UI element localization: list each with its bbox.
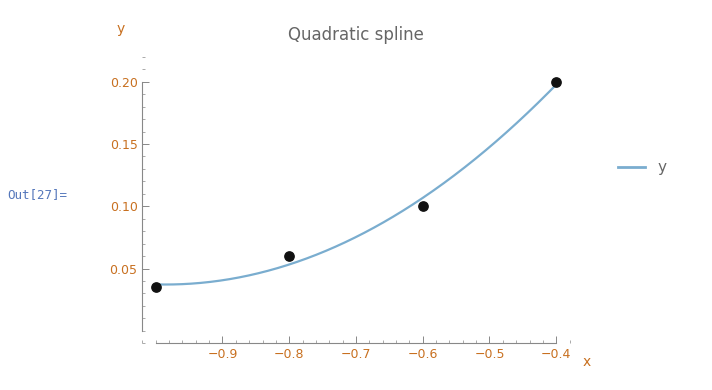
Text: Out[27]=: Out[27]= <box>7 188 67 202</box>
Legend: y: y <box>612 154 672 181</box>
Text: y: y <box>117 22 125 36</box>
Point <box>150 284 162 290</box>
Point <box>417 203 429 209</box>
Title: Quadratic spline: Quadratic spline <box>288 26 424 44</box>
Point <box>550 79 562 85</box>
Text: x: x <box>582 355 591 369</box>
Point <box>283 253 295 259</box>
